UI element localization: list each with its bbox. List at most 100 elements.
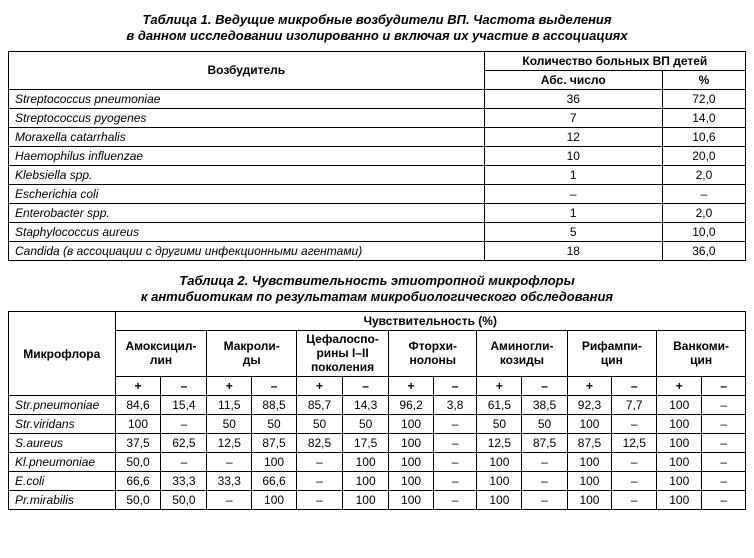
- table-row: Moraxella catarrhalis1210,6: [9, 127, 746, 146]
- sens-value: 12,5: [477, 434, 522, 453]
- sens-value: 100: [477, 453, 522, 472]
- table-row: Str.viridans100–50505050100–5050100–100–: [9, 415, 746, 434]
- pct: 10,6: [662, 127, 745, 146]
- pathogen-name: Escherichia coli: [9, 184, 485, 203]
- sens-value: –: [433, 453, 476, 472]
- sens-value: 100: [389, 472, 434, 491]
- sens-value: 66,6: [115, 472, 161, 491]
- table-row: E.coli66,633,333,366,6–100100–100–100–10…: [9, 472, 746, 491]
- antibiotic-header: Фторхи- нолоны: [389, 331, 477, 377]
- sens-value: 100: [567, 491, 612, 510]
- table-row: Haemophilus influenzae1020,0: [9, 146, 746, 165]
- microflora-name: Str.viridans: [9, 415, 116, 434]
- sens-value: 7,7: [612, 396, 657, 415]
- sens-value: 50: [343, 415, 389, 434]
- abs-count: 18: [484, 241, 662, 260]
- table-row: Klebsiella spp.12,0: [9, 165, 746, 184]
- sens-value: 50,0: [161, 491, 207, 510]
- sens-value: 100: [343, 472, 389, 491]
- sens-value: 100: [657, 415, 702, 434]
- table-row: Streptococcus pyogenes714,0: [9, 108, 746, 127]
- pathogen-name: Staphylococcus aureus: [9, 222, 485, 241]
- abs-count: 1: [484, 165, 662, 184]
- plus-header: +: [389, 377, 434, 396]
- sens-value: 15,4: [161, 396, 207, 415]
- pct: 2,0: [662, 165, 745, 184]
- pct: 36,0: [662, 241, 745, 260]
- sens-value: 100: [477, 472, 522, 491]
- sens-value: –: [612, 491, 657, 510]
- sens-value: 3,8: [433, 396, 476, 415]
- col-pathogen: Возбудитель: [9, 51, 485, 89]
- minus-header: –: [433, 377, 476, 396]
- plus-header: +: [477, 377, 522, 396]
- sens-value: 87,5: [567, 434, 612, 453]
- sens-value: 100: [657, 491, 702, 510]
- sens-value: 100: [389, 453, 434, 472]
- microflora-name: Pr.mirabilis: [9, 491, 116, 510]
- minus-header: –: [522, 377, 567, 396]
- minus-header: –: [702, 377, 746, 396]
- sens-value: 82,5: [296, 434, 342, 453]
- minus-header: –: [343, 377, 389, 396]
- sens-value: 87,5: [522, 434, 567, 453]
- sens-value: –: [433, 472, 476, 491]
- sens-value: 100: [567, 415, 612, 434]
- sens-value: 96,2: [389, 396, 434, 415]
- sens-value: 12,5: [207, 434, 252, 453]
- sens-value: –: [702, 396, 746, 415]
- sens-value: –: [296, 491, 342, 510]
- sens-value: 11,5: [207, 396, 252, 415]
- sens-value: 50: [477, 415, 522, 434]
- sens-value: 100: [389, 415, 434, 434]
- table-row: Kl.pneumoniae50,0––100–100100–100–100–10…: [9, 453, 746, 472]
- table-row: Streptococcus pneumoniae3672,0: [9, 89, 746, 108]
- table-row: S.aureus37,562,512,587,582,517,5100–12,5…: [9, 434, 746, 453]
- sens-value: –: [296, 453, 342, 472]
- col-group: Количество больных ВП детей: [484, 51, 745, 70]
- sens-value: 100: [389, 491, 434, 510]
- table1-caption: Таблица 1. Ведущие микробные возбудители…: [8, 12, 746, 45]
- sens-value: 100: [252, 453, 297, 472]
- sens-value: 37,5: [115, 434, 161, 453]
- antibiotic-header: Цефалоспо- рины I–II поколения: [296, 331, 388, 377]
- pathogen-name: Streptococcus pneumoniae: [9, 89, 485, 108]
- sens-value: 12,5: [612, 434, 657, 453]
- sens-value: 92,3: [567, 396, 612, 415]
- pct: 10,0: [662, 222, 745, 241]
- sens-value: 50,0: [115, 453, 161, 472]
- sens-value: 87,5: [252, 434, 297, 453]
- plus-header: +: [567, 377, 612, 396]
- sens-value: 100: [567, 472, 612, 491]
- microflora-name: Kl.pneumoniae: [9, 453, 116, 472]
- sens-value: 14,3: [343, 396, 389, 415]
- sens-value: 100: [657, 434, 702, 453]
- sens-value: –: [296, 472, 342, 491]
- sens-value: 100: [657, 472, 702, 491]
- sens-value: –: [522, 472, 567, 491]
- pathogen-name: Moraxella catarrhalis: [9, 127, 485, 146]
- antibiotic-header: Амоксицил- лин: [115, 331, 207, 377]
- sens-value: 62,5: [161, 434, 207, 453]
- sens-value: 100: [657, 396, 702, 415]
- col-pct: %: [662, 70, 745, 89]
- sens-value: 100: [343, 491, 389, 510]
- pct: 20,0: [662, 146, 745, 165]
- sens-value: –: [433, 415, 476, 434]
- abs-count: 7: [484, 108, 662, 127]
- sens-value: –: [207, 453, 252, 472]
- pathogen-name: Candida (в ассоциации с другими инфекцио…: [9, 241, 485, 260]
- abs-count: –: [484, 184, 662, 203]
- minus-header: –: [612, 377, 657, 396]
- sens-value: –: [433, 491, 476, 510]
- sens-value: –: [702, 434, 746, 453]
- plus-header: +: [115, 377, 161, 396]
- minus-header: –: [161, 377, 207, 396]
- pathogen-name: Haemophilus influenzae: [9, 146, 485, 165]
- sens-value: 50: [296, 415, 342, 434]
- table-row: Str.pneumoniae84,615,411,588,585,714,396…: [9, 396, 746, 415]
- sens-value: 88,5: [252, 396, 297, 415]
- sens-value: –: [612, 472, 657, 491]
- caption-line: в данном исследовании изолированно и вкл…: [126, 28, 627, 43]
- sens-value: 33,3: [161, 472, 207, 491]
